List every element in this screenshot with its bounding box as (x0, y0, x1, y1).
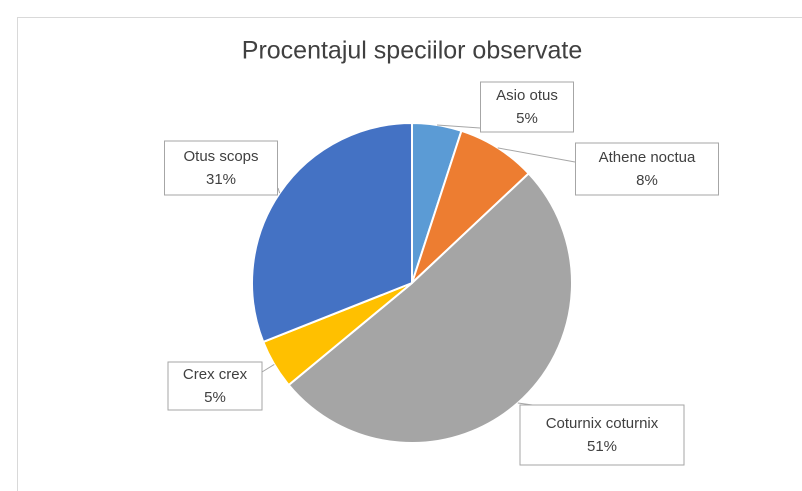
label-box (167, 361, 263, 411)
pie-slice (287, 172, 573, 444)
leader-line (497, 147, 576, 163)
leader-line (277, 187, 281, 194)
label-name: Coturnix coturnix (546, 415, 659, 432)
label-box (575, 142, 719, 196)
label-value: 5% (204, 389, 226, 406)
label-box (519, 404, 685, 466)
label-name: Asio otus (496, 87, 558, 104)
label-value: 5% (516, 110, 538, 127)
label-value: 51% (587, 438, 617, 455)
label-value: 31% (206, 171, 236, 188)
chart-title: Procentajul speciilor observate (242, 37, 582, 65)
pie-slice (251, 121, 413, 344)
label-value: 8% (636, 172, 658, 189)
label-box (164, 140, 278, 196)
label-name: Crex crex (183, 366, 248, 383)
label-name: Otus scops (183, 148, 258, 165)
leader-line (436, 124, 481, 129)
leader-line (261, 364, 275, 373)
label-name: Athene noctua (599, 149, 696, 166)
label-box (480, 81, 574, 133)
